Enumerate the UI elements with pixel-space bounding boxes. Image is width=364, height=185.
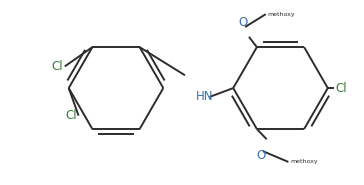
Text: Cl: Cl bbox=[65, 109, 76, 122]
Text: methoxy: methoxy bbox=[268, 12, 295, 17]
Text: methoxy: methoxy bbox=[290, 159, 318, 164]
Text: Cl: Cl bbox=[51, 60, 63, 73]
Text: Cl: Cl bbox=[336, 82, 347, 95]
Text: O: O bbox=[238, 16, 248, 29]
Text: O: O bbox=[256, 149, 265, 162]
Text: HN: HN bbox=[196, 90, 213, 103]
